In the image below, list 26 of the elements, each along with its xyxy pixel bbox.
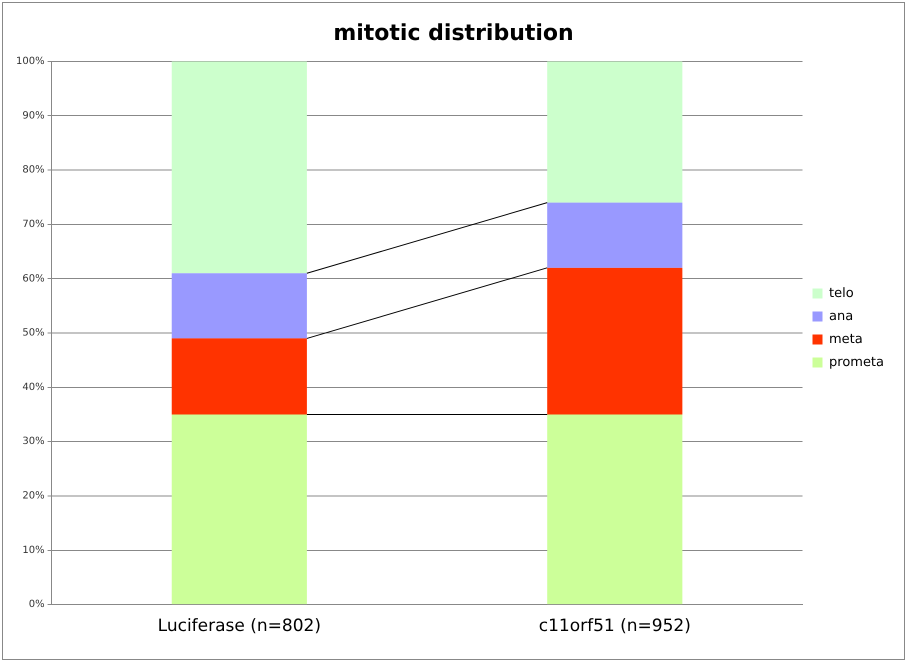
x-tick-label: c11orf51 (n=952) [538,616,691,636]
legend-label: ana [829,308,854,324]
y-tick-label: 70% [22,218,45,230]
y-tick-label: 50% [22,328,45,339]
y-tick-label: 20% [22,490,45,502]
chart-title: mitotic distribution [333,20,574,46]
legend-label: prometa [829,354,884,370]
bar [172,61,307,274]
y-tick-label: 80% [22,164,45,176]
y-tick-label: 60% [22,273,45,284]
y-tick-label: 40% [22,382,45,393]
y-tick-label: 10% [22,544,45,556]
y-tick-label: 100% [16,56,45,67]
bar [172,414,307,604]
bar [547,61,682,203]
legend-label: meta [829,332,863,347]
bar [172,273,307,338]
y-tick-label: 90% [22,110,45,122]
bar [547,414,682,604]
bar [172,338,307,414]
bar [547,202,682,268]
x-tick-label: Luciferase (n=802) [158,616,321,636]
y-tick-label: 30% [22,436,45,448]
bar [547,268,682,414]
y-tick-label: 0% [28,599,45,610]
legend-label: telo [829,286,854,301]
